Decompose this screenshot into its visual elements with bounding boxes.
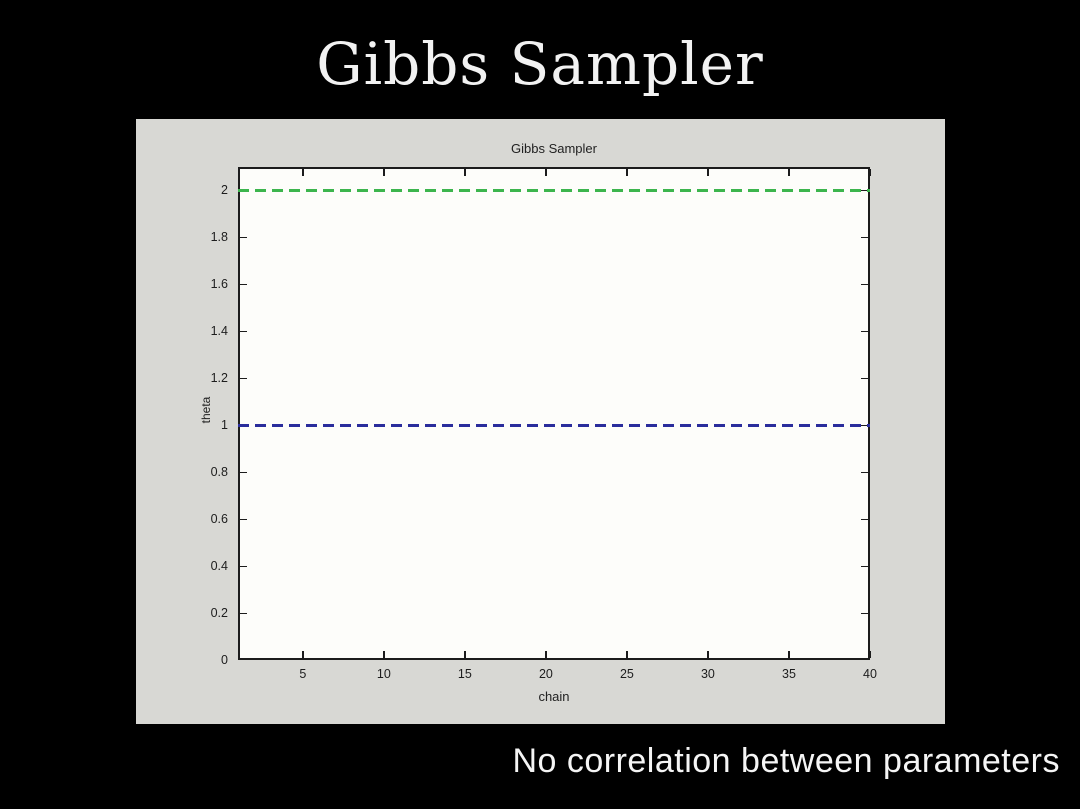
- y-tick-mark-right: [861, 471, 868, 474]
- y-tick-mark-right: [861, 612, 868, 615]
- y-tick-mark: [240, 377, 247, 380]
- x-tick-label: 25: [619, 667, 634, 681]
- y-tick-mark-right: [861, 330, 868, 333]
- x-tick-label: 10: [376, 667, 391, 681]
- x-tick-mark: [626, 651, 628, 658]
- x-tick-mark-top: [788, 169, 790, 176]
- x-tick-label: 15: [457, 667, 472, 681]
- x-tick-label: 5: [299, 667, 307, 681]
- y-tick-label: 0.8: [210, 465, 228, 480]
- x-tick-mark-top: [869, 169, 871, 176]
- matlab-figure: Gibbs Sampler theta chain 5 10 15 20 25 30 35 4…: [136, 119, 945, 724]
- y-tick-mark: [240, 565, 247, 568]
- y-tick-mark: [240, 518, 247, 521]
- y-tick-mark-right: [861, 283, 868, 286]
- y-tick-label: 1.4: [210, 324, 228, 339]
- y-tick-label: 1: [221, 418, 228, 433]
- y-tick-label: 0.4: [210, 559, 228, 574]
- x-axis-label: chain: [538, 689, 570, 704]
- series-line-theta-1-chain: [238, 423, 870, 427]
- x-tick-label: 20: [538, 667, 553, 681]
- y-tick-mark-right: [861, 236, 868, 239]
- y-tick-mark: [240, 283, 247, 286]
- x-tick-mark-top: [707, 169, 709, 176]
- x-tick-mark: [707, 651, 709, 658]
- x-tick-mark: [383, 651, 385, 658]
- y-tick-mark-right: [861, 565, 868, 568]
- y-tick-label: 0.2: [210, 606, 228, 621]
- series-line-theta-2-chain: [238, 188, 870, 192]
- y-tick-mark: [240, 330, 247, 333]
- x-tick-mark: [464, 651, 466, 658]
- x-tick-label: 40: [863, 667, 877, 681]
- y-tick-label: 1.2: [210, 371, 228, 386]
- x-tick-mark-top: [545, 169, 547, 176]
- y-tick-mark: [240, 236, 247, 239]
- y-tick-label: 1.8: [210, 230, 228, 245]
- y-tick-mark: [240, 471, 247, 474]
- x-tick-mark: [869, 651, 871, 658]
- y-tick-label: 0: [221, 653, 228, 667]
- y-tick-mark-right: [861, 518, 868, 521]
- y-tick-label: 2: [221, 183, 228, 198]
- x-tick-mark: [788, 651, 790, 658]
- x-tick-mark: [545, 651, 547, 658]
- x-tick-label: 35: [782, 667, 796, 681]
- y-tick-label: 1.6: [210, 277, 228, 292]
- y-tick-mark: [240, 612, 247, 615]
- x-tick-label: 30: [700, 667, 715, 681]
- x-tick-mark-top: [464, 169, 466, 176]
- y-tick-label: 0.6: [210, 512, 228, 527]
- caption: No correlation between parameters: [512, 742, 1060, 780]
- slide-title: Gibbs Sampler: [316, 30, 764, 98]
- x-tick-mark-top: [383, 169, 385, 176]
- x-tick-mark-top: [302, 169, 304, 176]
- x-tick-mark: [302, 651, 304, 658]
- plot-title: Gibbs Sampler: [511, 141, 597, 156]
- y-tick-mark-right: [861, 377, 868, 380]
- plot-area: [238, 167, 870, 660]
- x-tick-mark-top: [626, 169, 628, 176]
